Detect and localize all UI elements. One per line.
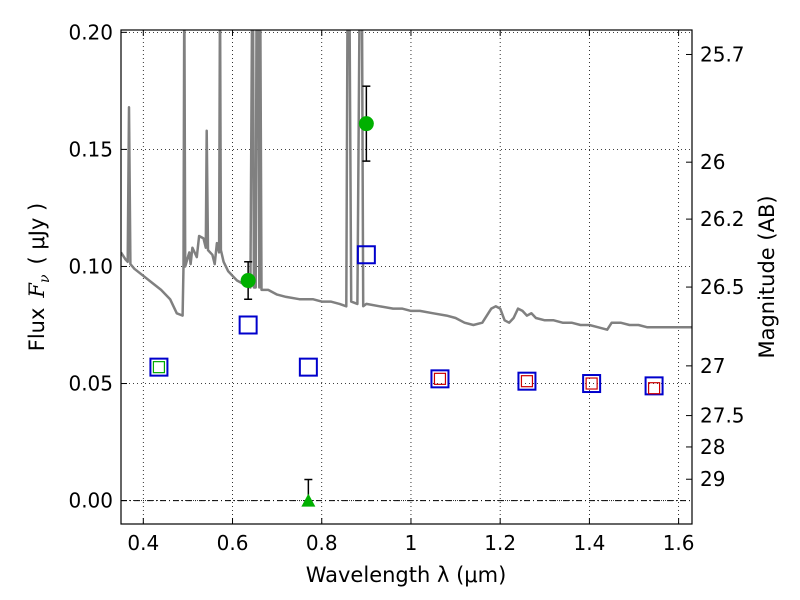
y-axis-label-subscript: ν [37,274,53,283]
y-tick-label: 0.10 [68,254,113,278]
observed-flux-point [358,116,374,132]
x-tick-label: 0.8 [306,531,338,555]
plot-frame [120,29,693,525]
y2-tick-label: 28 [700,435,725,459]
x-axis-label: Wavelength λ (μm) [306,563,507,587]
upper-limit-triangle [301,493,316,507]
y2-tick-label: 26.2 [700,207,745,231]
y-axis-label-suffix: ( μJy ) [25,203,49,265]
y2-tick-label: 27 [700,354,725,378]
x-tick-label: 0.4 [127,531,159,555]
y-axis-label-prefix: Flux [25,308,49,352]
model-square-point [517,371,537,391]
small-square-point [152,361,166,374]
x-tick-label: 1.2 [484,531,516,555]
spectrum-curve-layer [121,30,692,331]
y-tick-label: 0.20 [68,20,113,44]
y-tick-labels: 0.00 0.05 0.10 0.15 0.20 [68,20,113,512]
photometry-marker-layer [149,85,664,507]
x-tick-label: 1.6 [663,531,695,555]
small-square-point [647,382,661,395]
y2-tick-label: 29 [700,467,725,491]
y2-tick-label: 26 [700,150,725,174]
model-spectrum-line [121,30,692,331]
model-square-point [582,374,602,394]
plot-area [121,30,692,524]
x-tick-label: 0.6 [217,531,249,555]
model-square-point [356,245,376,265]
model-square-point [238,315,258,335]
y2-axis-label: Magnitude (AB) [755,195,779,358]
small-square-point [433,372,447,385]
observed-flux-point [240,273,256,289]
y-axis-label-symbol: F [25,282,49,299]
y2-tick-label: 25.7 [700,42,745,66]
x-tick-labels: 0.4 0.6 0.8 1 1.2 1.4 1.6 [127,531,694,555]
y-axis-label: Flux Fν ( μJy ) [25,203,53,351]
y2-tick-label: 27.5 [700,404,745,428]
model-square-point [430,369,450,389]
y-tick-label: 0.00 [68,489,113,513]
axis-ticks [121,30,692,524]
y-tick-label: 0.05 [68,372,113,396]
x-tick-label: 1.4 [573,531,605,555]
model-square-point [644,376,664,396]
small-square-point [585,377,598,390]
x-tick-label: 1 [405,531,418,555]
y2-tick-label: 26.5 [700,275,745,299]
y2-tick-labels: 25.7 26 26.2 26.5 27 27.5 28 29 [700,42,745,491]
small-square-point [520,375,534,388]
y-tick-label: 0.15 [68,137,113,161]
model-square-point [149,357,169,377]
model-square-point [298,357,318,377]
